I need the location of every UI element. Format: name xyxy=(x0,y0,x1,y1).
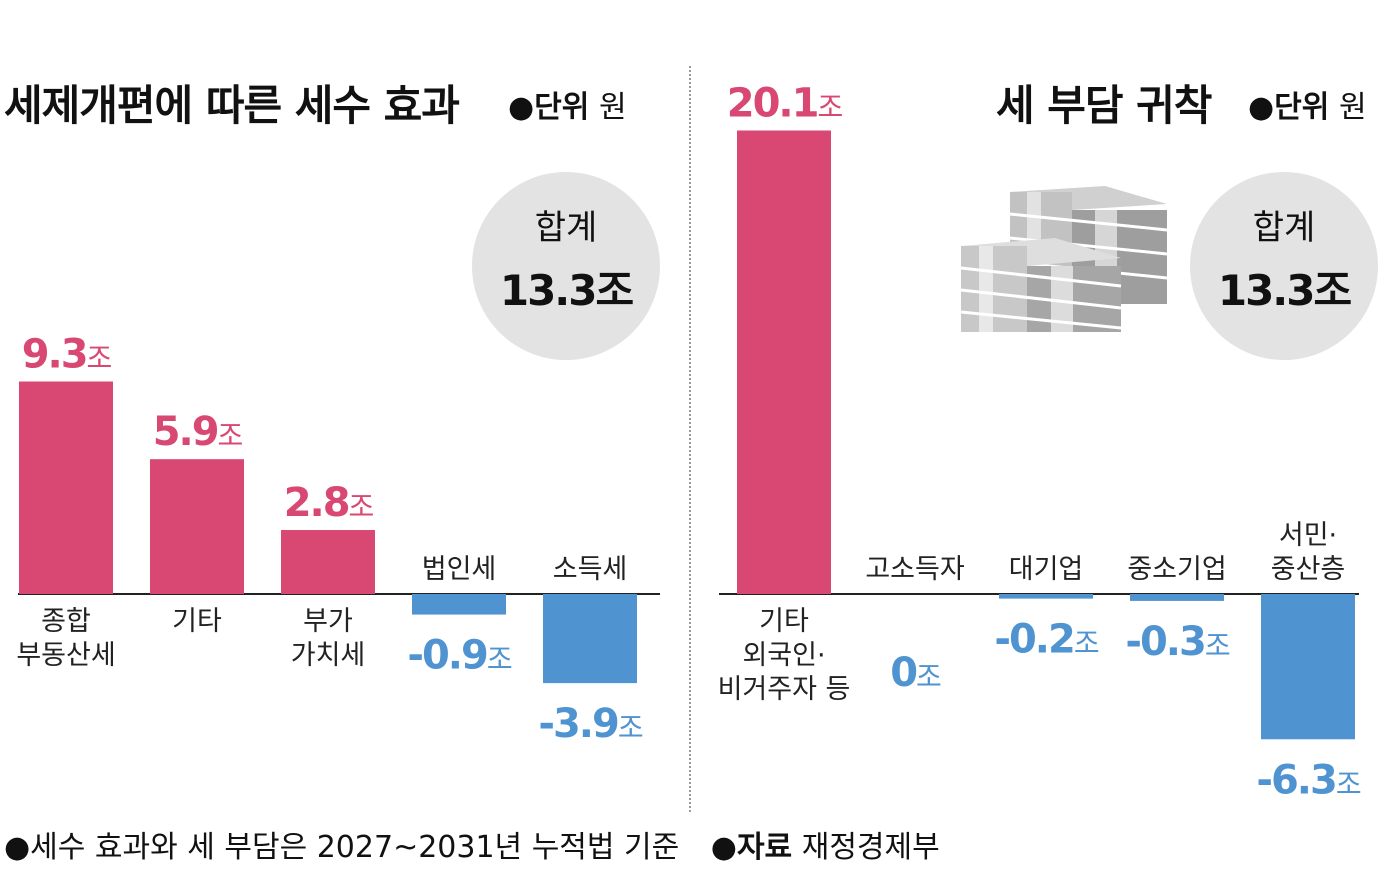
left-category-label-4: 법인세 xyxy=(422,554,497,585)
right-bar-value-label-4: -0.3조 xyxy=(1125,619,1229,665)
left-category-label-1: 종합 부동산세 xyxy=(16,606,115,671)
left-bar-3 xyxy=(281,530,375,594)
left-bar-value-label-1: 9.3조 xyxy=(22,331,112,377)
left-bar-1 xyxy=(19,381,113,594)
right-total-value: 13.3조 xyxy=(1217,266,1352,315)
left-unit-value: 원 xyxy=(598,90,627,125)
footnote-note: ●세수 효과와 세 부담은 2027~2031년 누적법 기준 xyxy=(4,830,680,865)
left-bar-value-label-5: -3.9조 xyxy=(538,701,642,747)
left-bar-value-label-3: 2.8조 xyxy=(284,480,374,526)
right-bar-1 xyxy=(737,130,831,594)
left-category-label-5: 소득세 xyxy=(553,554,628,585)
panel-divider xyxy=(689,66,691,812)
right-bar-value-label-5: -6.3조 xyxy=(1256,757,1360,803)
right-total-circle: 합계 13.3조 xyxy=(1190,172,1378,360)
left-bar-value-label-2: 5.9조 xyxy=(153,409,243,455)
money-stack-front xyxy=(960,238,1122,332)
right-category-label-4: 중소기업 xyxy=(1127,554,1226,585)
right-unit: ●단위 원 xyxy=(1248,82,1367,126)
right-category-label-3: 대기업 xyxy=(1009,554,1084,585)
left-category-label-3: 부가 가치세 xyxy=(291,606,366,671)
left-bar-2 xyxy=(150,459,244,594)
left-bar-4 xyxy=(412,594,506,615)
left-bar-5 xyxy=(543,594,637,684)
right-category-label-2: 고소득자 xyxy=(865,554,965,585)
right-total-label: 합계 xyxy=(1252,208,1316,248)
left-unit: ●단위 원 xyxy=(508,82,627,126)
left-bar-value-label-4: -0.9조 xyxy=(407,633,511,679)
right-bar-3 xyxy=(999,594,1093,599)
left-total-circle: 합계 13.3조 xyxy=(472,172,660,360)
left-total-label: 합계 xyxy=(534,208,598,248)
left-chart-title: 세제개편에 따른 세수 효과 xyxy=(4,81,460,130)
money-stack-icon xyxy=(960,186,1168,332)
right-category-label-1: 기타 외국인· 비거주자 등 xyxy=(718,606,851,705)
right-bar-value-label-1: 20.1조 xyxy=(727,80,843,126)
right-unit-value: 원 xyxy=(1338,90,1367,125)
footnote: ●세수 효과와 세 부담은 2027~2031년 누적법 기준 ●자료 재정경제… xyxy=(4,822,940,866)
left-total-value: 13.3조 xyxy=(499,266,634,315)
right-bar-value-label-3: -0.2조 xyxy=(994,617,1098,663)
right-bar-5 xyxy=(1261,594,1355,740)
source-label: ●자료 xyxy=(710,830,793,865)
source-value: 재정경제부 xyxy=(801,830,940,865)
right-unit-prefix: ●단위 xyxy=(1248,90,1330,125)
right-bar-4 xyxy=(1130,594,1224,601)
right-chart-title: 세 부담 귀착 xyxy=(996,81,1212,130)
left-unit-prefix: ●단위 xyxy=(508,90,590,125)
right-category-label-5: 서민· 중산층 xyxy=(1271,520,1346,585)
right-bar-value-label-2: 0조 xyxy=(890,650,941,696)
left-category-label-2: 기타 xyxy=(172,606,222,637)
